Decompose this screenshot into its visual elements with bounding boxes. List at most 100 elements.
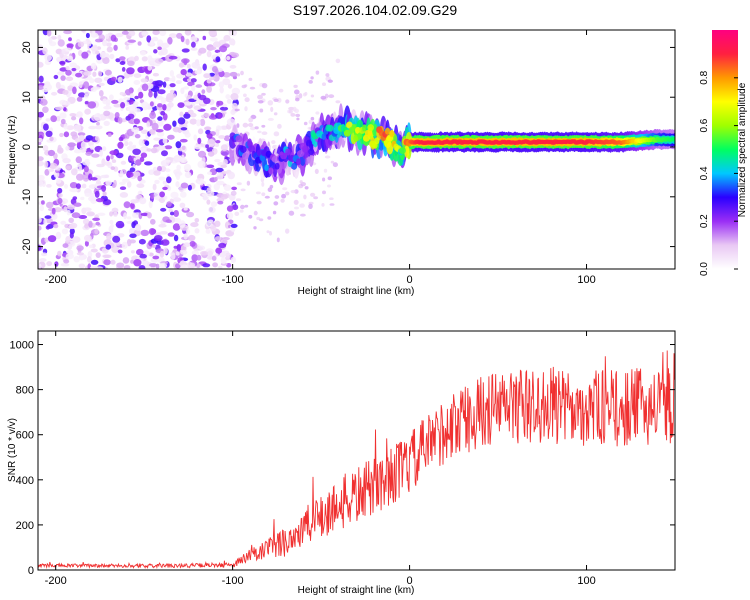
spectrogram-noise-blob [206,50,212,58]
spectrogram-scatter-blob [267,187,273,192]
spectrogram-scatter-blob [322,190,326,195]
spectrogram-noise-blob [163,247,168,255]
spectrogram-noise-blob [72,86,77,95]
spectrogram-noise-blob [45,225,51,230]
spectrogram-scatter-blob [294,108,299,114]
spectrogram-noise-blob [38,263,42,269]
spectrogram-noise-blob [166,176,172,184]
spectrogram-scatter-blob [321,203,325,207]
spectrogram-noise-blob [77,132,86,137]
colorbar-tick-label: 0.2 [699,214,710,228]
spectrogram-noise-blob [214,143,220,148]
spectrogram-noise-blob [110,34,117,42]
spectrogram-noise-blob [119,186,127,190]
spectrogram-noise-blob [190,47,198,51]
spectrogram-noise-blob [76,96,83,102]
spectrogram-noise-blob [134,55,139,62]
spectrogram-noise-blob [220,144,228,152]
spectrogram-noise-blob [141,31,149,36]
spectrogram-noise-blob [180,250,188,255]
spectrogram-scatter-blob [246,180,251,186]
spectrogram-band-blob [297,150,305,158]
spectrogram-noise-blob [38,141,42,145]
spectrogram-noise-blob [113,44,118,51]
spectrogram-noise-blob [144,140,150,146]
spectrogram-noise-blob [119,181,126,185]
spectrogram-noise-blob [167,102,174,108]
spectrogram-noise-blob [94,266,104,269]
spectrogram-noise-blob [201,89,206,94]
spectrogram-scatter-blob [255,191,261,195]
spectrogram-noise-blob [138,212,143,220]
spectrogram-noise-blob [65,145,70,151]
spectrogram-noise-blob [220,164,227,168]
spectrogram-noise-blob [78,215,88,219]
spectrogram-noise-blob [134,95,139,100]
spectrogram-noise-blob [193,134,197,141]
spectrogram-band-blob [301,145,308,153]
spectrogram-noise-blob [107,133,112,137]
spectrogram-noise-blob [175,251,180,256]
spectrogram-scatter-blob [261,131,268,135]
spectrogram-noise-blob [55,231,62,240]
spectrogram-scatter-blob [322,177,326,182]
spectrogram-noise-blob [65,66,70,71]
x-tick-label: 0 [407,274,413,286]
spectrogram-noise-blob [122,257,130,264]
spectrogram-noise-blob [170,191,179,199]
spectrogram-noise-blob [196,254,202,261]
spectrogram-noise-blob [102,191,107,197]
spectrogram-noise-blob [129,167,136,173]
spectrogram-noise-blob [57,144,62,153]
spectrogram-noise-blob [130,199,138,204]
spectrogram-noise-blob [170,211,175,216]
spectrogram-scatter-blob [236,123,240,128]
spectrogram-scatter-blob [288,210,295,216]
spectrogram-noise-blob [230,256,237,264]
spectrogram-noise-blob [160,110,166,116]
spectrogram-noise-blob [153,137,161,141]
spectrogram-band-blob [384,127,391,135]
spectrogram-noise-blob [219,86,224,94]
spectrogram-noise-blob [150,218,156,225]
spectrogram-y-label: Frequency (Hz) [7,116,18,185]
spectrogram-band-blob [364,129,373,137]
spectrogram-noise-blob [38,61,44,68]
spectrogram-noise-blob [177,102,185,108]
spectrogram-noise-blob [225,94,231,100]
spectrogram-scatter-blob [234,108,240,112]
spectrogram-scatter-blob [240,70,244,76]
spectrogram-noise-blob [185,38,190,46]
y-tick-label: 0 [28,565,34,577]
spectrogram-noise-blob [95,252,101,258]
spectrogram-noise-blob [140,152,148,158]
spectrogram-noise-blob [62,89,69,95]
spectrogram-noise-blob [221,194,228,200]
spectrogram-noise-blob [226,212,234,220]
spectrogram-noise-blob [66,125,75,131]
spectrogram-noise-blob [126,67,135,75]
spectrogram-noise-blob [95,38,103,43]
spectrogram-scatter-blob [267,117,274,121]
spectrogram-noise-blob [202,63,207,71]
spectrogram-noise-blob [218,135,226,139]
spectrogram-scatter-blob [308,119,313,124]
spectrogram-noise-blob [152,80,159,86]
colorbar-tick-label: 0.6 [699,118,710,132]
spectrogram-band-blob [308,148,315,156]
spectrogram-scatter-blob [270,106,274,112]
spectrogram-noise-blob [217,200,224,205]
spectrogram-noise-blob [187,261,193,269]
spectrogram-noise-blob [148,252,154,257]
spectrogram-noise-blob [85,151,92,156]
spectrogram-noise-blob [176,73,185,79]
spectrogram-noise-blob [206,79,212,84]
spectrogram-scatter-blob [269,184,274,189]
spectrogram-noise-blob [157,116,163,121]
spectrogram-scatter-blob [253,226,257,230]
spectrogram-noise-blob [79,134,85,142]
spectrogram-noise-blob [168,55,178,60]
spectrogram-scatter-blob [303,121,308,126]
spectrogram-scatter-blob [261,192,266,197]
